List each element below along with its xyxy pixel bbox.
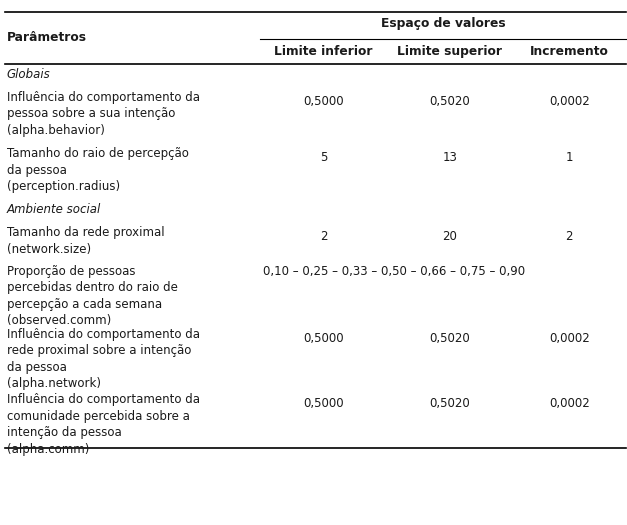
Text: Influência do comportamento da
pessoa sobre a sua intenção
(alpha.behavior): Influência do comportamento da pessoa so… <box>7 91 200 137</box>
Text: 5: 5 <box>320 151 327 164</box>
Text: 0,5020: 0,5020 <box>429 95 470 108</box>
Text: 2: 2 <box>566 230 573 244</box>
Text: Limite superior: Limite superior <box>398 45 502 58</box>
Text: 0,5000: 0,5000 <box>303 332 344 345</box>
Text: 13: 13 <box>443 151 457 164</box>
Text: 1: 1 <box>566 151 573 164</box>
Text: 0,5000: 0,5000 <box>303 95 344 108</box>
Text: 0,0002: 0,0002 <box>549 397 589 411</box>
Text: Limite inferior: Limite inferior <box>274 45 373 58</box>
Text: 0,5020: 0,5020 <box>429 397 470 411</box>
Text: 0,10 – 0,25 – 0,33 – 0,50 – 0,66 – 0,75 – 0,90: 0,10 – 0,25 – 0,33 – 0,50 – 0,66 – 0,75 … <box>263 265 525 278</box>
Text: 0,0002: 0,0002 <box>549 95 589 108</box>
Text: Influência do comportamento da
comunidade percebida sobre a
intenção da pessoa
(: Influência do comportamento da comunidad… <box>7 393 200 456</box>
Text: Parâmetros: Parâmetros <box>7 32 87 44</box>
Text: Tamanho do raio de percepção
da pessoa
(perception.radius): Tamanho do raio de percepção da pessoa (… <box>7 147 189 193</box>
Text: Tamanho da rede proximal
(network.size): Tamanho da rede proximal (network.size) <box>7 226 164 256</box>
Text: Ambiente social: Ambiente social <box>7 203 101 216</box>
Text: Espaço de valores: Espaço de valores <box>381 17 505 30</box>
Text: 0,5020: 0,5020 <box>429 332 470 345</box>
Text: Globais: Globais <box>7 68 51 81</box>
Text: 20: 20 <box>443 230 457 244</box>
Text: Incremento: Incremento <box>530 45 609 58</box>
Text: Proporção de pessoas
percebidas dentro do raio de
percepção a cada semana
(obser: Proporção de pessoas percebidas dentro d… <box>7 265 178 327</box>
Text: 0,5000: 0,5000 <box>303 397 344 411</box>
Text: 2: 2 <box>320 230 327 244</box>
Text: 0,0002: 0,0002 <box>549 332 589 345</box>
Text: Influência do comportamento da
rede proximal sobre a intenção
da pessoa
(alpha.n: Influência do comportamento da rede prox… <box>7 328 200 390</box>
